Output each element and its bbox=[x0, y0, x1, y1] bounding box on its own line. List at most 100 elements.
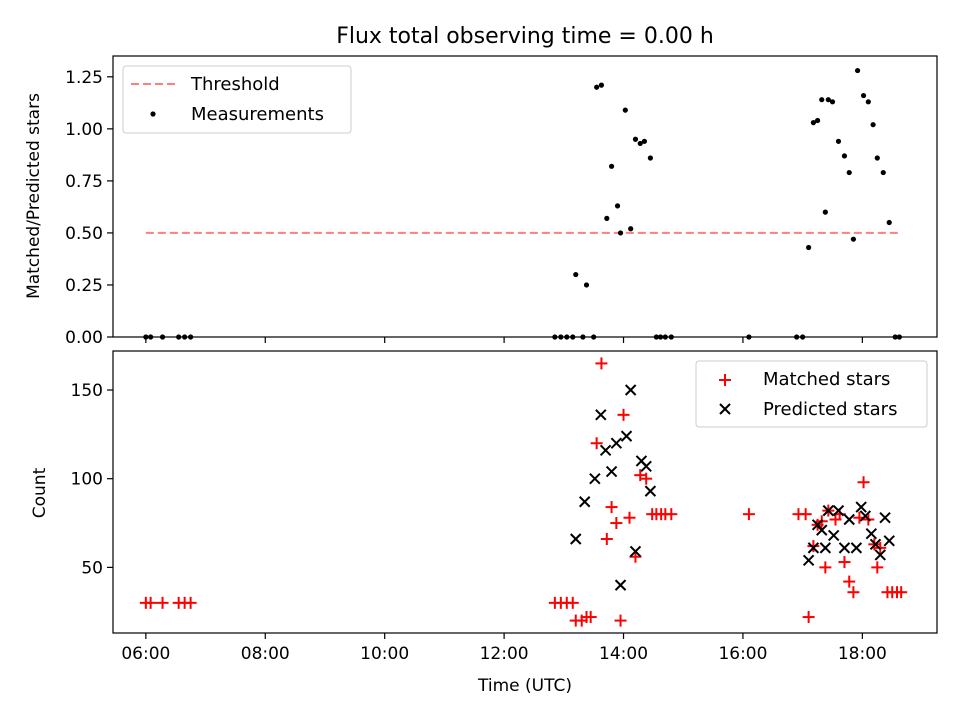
measurement-point bbox=[880, 169, 886, 176]
matched-star-point bbox=[665, 508, 678, 521]
y-tick-label: 100 bbox=[71, 470, 103, 490]
measurement-point bbox=[841, 153, 848, 159]
measurement-point bbox=[850, 236, 857, 242]
matched-star-point bbox=[799, 508, 812, 521]
predicted-star-point bbox=[807, 542, 820, 554]
matched-star-point bbox=[742, 508, 755, 521]
measurement-point bbox=[854, 67, 861, 74]
predicted-star-point bbox=[802, 554, 815, 566]
measurement-point bbox=[628, 226, 634, 232]
x-tick-label: 06:00 bbox=[121, 644, 170, 664]
threshold-legend-label: Threshold bbox=[190, 74, 280, 95]
y-tick-label: 0.75 bbox=[65, 172, 103, 192]
predicted-star-point bbox=[859, 510, 872, 522]
predicted-star-point bbox=[883, 535, 895, 547]
predicted-star-point bbox=[819, 542, 832, 554]
count-legend-box bbox=[695, 360, 928, 428]
measurement-point bbox=[806, 244, 812, 251]
x-tick-label: 14:00 bbox=[599, 644, 648, 664]
y-tick-label: 1.00 bbox=[65, 120, 103, 140]
predicted-star-point bbox=[595, 409, 607, 421]
predicted-star-point bbox=[850, 542, 863, 554]
measurement-point bbox=[573, 271, 579, 278]
matched-star-point bbox=[617, 408, 630, 421]
predicted-star-point bbox=[843, 513, 855, 526]
predicted-legend-label: Predicted stars bbox=[763, 399, 897, 420]
x-tick-label: 18:00 bbox=[838, 644, 887, 664]
predicted-star-point bbox=[620, 430, 633, 442]
matched-legend-label: Matched stars bbox=[763, 369, 890, 390]
measurement-point bbox=[617, 230, 624, 236]
axes-frame bbox=[112, 55, 938, 338]
x-tick-label: 08:00 bbox=[241, 644, 290, 664]
predicted-star-point bbox=[869, 538, 882, 551]
predicted-legend-swatch bbox=[719, 403, 731, 415]
measurement-point bbox=[860, 92, 867, 99]
predicted-star-point bbox=[879, 512, 891, 524]
predicted-star-point bbox=[838, 542, 851, 554]
ratio-y-axis-label: Matched/Predicted stars bbox=[24, 93, 44, 299]
ratio-legend: Threshold Measurements bbox=[122, 65, 352, 134]
measurement-point bbox=[835, 138, 842, 144]
measurement-point bbox=[604, 215, 610, 221]
measurement-point bbox=[614, 203, 621, 209]
predicted-star-point bbox=[816, 524, 828, 536]
measurement-point bbox=[632, 136, 639, 142]
y-tick-label: 1.25 bbox=[65, 68, 103, 88]
predicted-star-point bbox=[610, 437, 623, 449]
predicted-star-point bbox=[644, 485, 657, 497]
x-tick-label: 10:00 bbox=[360, 644, 409, 664]
matched-star-point bbox=[590, 437, 603, 450]
matched-star-point bbox=[184, 596, 197, 609]
measurement-point bbox=[583, 282, 590, 288]
matched-star-point bbox=[895, 586, 908, 599]
measurements-legend-swatch bbox=[150, 111, 156, 117]
matched-star-point bbox=[584, 611, 597, 624]
predicted-star-point bbox=[855, 501, 867, 513]
matched-star-point bbox=[595, 357, 608, 370]
count-y-axis-label: Count bbox=[30, 467, 50, 518]
measurement-point bbox=[810, 120, 817, 126]
matched-star-point bbox=[144, 596, 157, 609]
measurement-point bbox=[641, 138, 648, 144]
measurement-point bbox=[874, 155, 880, 161]
measurement-point bbox=[622, 107, 628, 113]
measurement-point bbox=[647, 155, 653, 161]
matched-star-point bbox=[807, 540, 820, 553]
predicted-star-point bbox=[614, 579, 627, 591]
matched-star-point bbox=[623, 511, 636, 524]
predicted-star-point bbox=[579, 496, 591, 508]
predicted-star-point bbox=[827, 529, 840, 542]
predicted-star-point bbox=[605, 465, 618, 478]
measurement-point bbox=[865, 99, 871, 105]
predicted-star-point bbox=[629, 545, 642, 558]
measurement-point bbox=[594, 84, 600, 90]
count-legend: Matched stars Predicted stars bbox=[695, 360, 928, 428]
measurement-point bbox=[819, 97, 825, 103]
y-tick-label: 0.50 bbox=[65, 224, 103, 244]
count-panel: 50 100 150 06:00 08:00 10:00 12:00 14:00 16:00 18… bbox=[30, 350, 938, 696]
count-axes: 50 100 150 06:00 08:00 10:00 12:00 14:00 16:00 18… bbox=[71, 350, 938, 664]
ratio-panel: 0.00 0.25 0.50 0.75 1.00 1.25 Matched/Predict… bbox=[24, 55, 938, 348]
matched-star-point bbox=[871, 561, 884, 574]
measurement-point bbox=[822, 209, 828, 215]
axes-frame bbox=[112, 350, 938, 634]
matched-star-point bbox=[843, 575, 856, 588]
matched-star-point bbox=[156, 596, 169, 609]
count-x-axis-label: Time (UTC) bbox=[477, 676, 572, 696]
measurement-point bbox=[825, 97, 831, 103]
predicted-star-point bbox=[832, 504, 845, 517]
predicted-star-point bbox=[640, 460, 652, 472]
matched-star-point bbox=[600, 533, 613, 545]
chart-title: Flux total observing time = 0.00 h bbox=[336, 24, 714, 49]
measurement-point bbox=[846, 169, 852, 176]
x-tick-label: 16:00 bbox=[718, 644, 767, 664]
y-tick-label: 0.00 bbox=[65, 328, 103, 348]
predicted-star-point bbox=[589, 472, 601, 485]
matched-star-point bbox=[802, 611, 815, 624]
measurements-legend-label: Measurements bbox=[191, 104, 324, 125]
y-tick-label: 150 bbox=[71, 381, 103, 401]
measurement-point bbox=[814, 117, 821, 124]
matched-star-point bbox=[566, 596, 579, 609]
